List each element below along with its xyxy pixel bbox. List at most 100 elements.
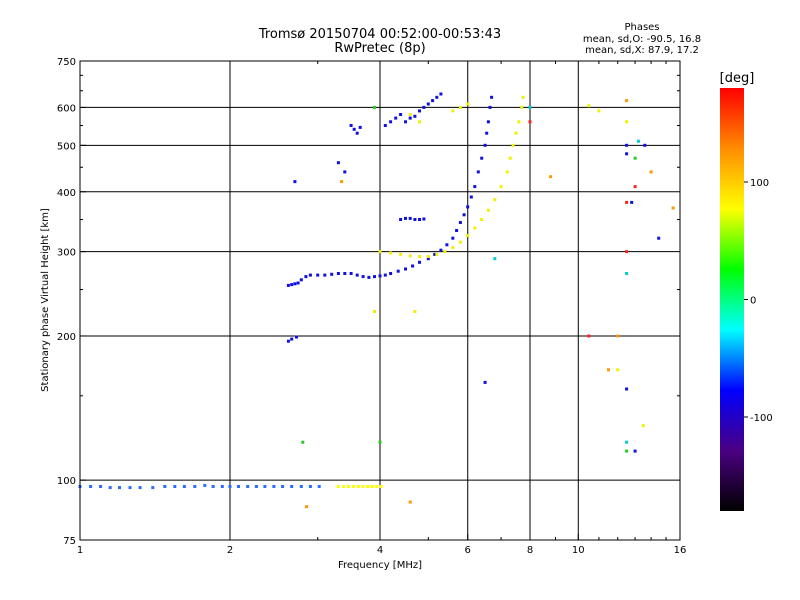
point-f-layer-o-mode: [336, 161, 340, 165]
point-scattered-orange: [625, 99, 629, 103]
point-scattered-orange: [305, 505, 309, 509]
point-f-layer-o-mode: [466, 205, 470, 209]
point-f-layer-o-mode: [399, 218, 403, 221]
point-scattered-cyan: [636, 139, 640, 143]
point-f-layer-o-mode: [295, 335, 298, 339]
point-e-layer-o-mode: [263, 485, 267, 488]
point-f-layer-o-mode: [625, 143, 629, 147]
point-f-layer-o-mode: [426, 102, 430, 106]
point-f-layer-x-mode: [466, 102, 470, 106]
point-f-layer-o-mode: [293, 282, 297, 286]
point-f-layer-x-mode: [493, 198, 497, 202]
colorbar-tick-label: 100: [750, 178, 769, 189]
point-scattered-orange: [671, 206, 675, 210]
point-e-layer-o-mode: [89, 485, 93, 488]
y-tick-label: 750: [57, 57, 76, 68]
point-f-layer-o-mode: [458, 221, 462, 224]
point-f-layer-o-mode: [373, 275, 376, 279]
point-f-layer-o-mode: [355, 131, 359, 135]
point-f-layer-x-mode: [514, 131, 518, 135]
point-scattered-cyan: [493, 257, 497, 261]
legend-line-x: mean, sd,X: 87.9, 17.2: [585, 45, 699, 56]
point-f-layer-o-mode: [293, 180, 297, 184]
point-f-layer-x-mode: [616, 368, 620, 372]
point-scattered-green: [625, 449, 629, 453]
colorbar-tick-label: -100: [750, 413, 773, 424]
y-tick-label: 100: [57, 476, 76, 487]
point-f-layer-o-mode: [488, 105, 492, 109]
point-f-layer-o-mode: [431, 99, 435, 103]
x-tick-label: 8: [527, 545, 533, 556]
point-e-layer-o-mode: [308, 485, 312, 488]
point-scattered-red: [625, 250, 629, 254]
point-f-layer-o-mode: [486, 120, 490, 124]
point-f-layer-x-mode: [521, 95, 525, 99]
point-e-layer-o-mode: [211, 485, 215, 488]
legend-line-o: mean, sd,O: -90.5, 16.8: [583, 34, 701, 45]
point-f-layer-o-mode: [422, 105, 426, 109]
point-f-layer-x-mode: [418, 120, 421, 124]
point-e-layer-o-mode: [99, 485, 103, 488]
point-f-layer-x-mode: [641, 424, 645, 428]
point-f-layer-o-mode: [290, 337, 294, 341]
point-e-layer-o-mode: [138, 486, 142, 490]
point-f-layer-o-mode: [383, 124, 387, 127]
y-tick-label: 600: [57, 103, 76, 114]
point-f-layer-o-mode: [336, 272, 340, 275]
point-f-layer-o-mode: [411, 264, 415, 268]
grid-lines: [80, 61, 680, 540]
point-f-layer-x-mode: [520, 105, 524, 109]
point-f-layer-o-mode: [633, 449, 637, 453]
point-scattered-red: [587, 334, 591, 338]
point-f-layer-o-mode: [323, 273, 327, 277]
y-tick-label: 500: [57, 141, 76, 152]
point-e-layer-o-mode: [272, 485, 276, 488]
point-f-layer-o-mode: [367, 275, 371, 279]
point-f-layer-o-mode: [418, 218, 421, 221]
point-f-layer-o-mode: [480, 156, 484, 160]
point-f-layer-x-mode: [517, 120, 521, 124]
point-e-layer-o-mode: [203, 483, 207, 487]
point-f-layer-o-mode: [657, 236, 661, 240]
point-f-layer-o-mode: [349, 124, 353, 127]
point-f-layer-o-mode: [349, 272, 353, 275]
chart-title-line2: RwPretec (8p): [334, 41, 425, 56]
point-f-layer-x-mode: [399, 252, 403, 256]
point-f-layer-x-mode: [373, 310, 376, 313]
point-e-layer-o-mode: [228, 485, 232, 488]
y-tick-label: 200: [57, 332, 76, 343]
point-e-layer-o-mode: [220, 485, 224, 488]
point-scattered-red: [625, 200, 629, 204]
point-f-layer-o-mode: [490, 95, 494, 99]
y-tick-label: 75: [63, 536, 76, 547]
point-scattered-green: [301, 440, 305, 444]
x-tick-label: 1: [77, 545, 83, 556]
point-f-layer-o-mode: [625, 387, 629, 391]
point-e-layer-o-mode: [182, 485, 186, 488]
x-tick-label: 10: [572, 545, 585, 556]
point-f-layer-x-mode: [587, 104, 591, 108]
point-e-layer-o-mode: [299, 485, 303, 488]
point-f-layer-o-mode: [643, 143, 647, 147]
point-e-layer-o-mode: [108, 486, 112, 490]
point-f-layer-x-mode: [408, 113, 412, 116]
point-f-layer-x-mode: [486, 208, 490, 212]
point-f-layer-o-mode: [286, 339, 290, 343]
point-e-layer-o-mode: [193, 485, 197, 488]
point-f-layer-o-mode: [308, 273, 312, 277]
point-f-layer-x-mode: [458, 105, 462, 109]
point-e-layer-x-mode: [361, 485, 365, 488]
y-axis-ticks: 75 100 200 300 400 500 600 750: [57, 57, 680, 547]
point-e-layer-o-mode: [151, 486, 155, 490]
point-scattered-cyan: [528, 105, 532, 109]
point-e-layer-o-mode: [246, 485, 250, 488]
point-scattered-orange: [616, 334, 620, 338]
point-e-layer-x-mode: [379, 485, 383, 488]
point-f-layer-o-mode: [361, 275, 365, 279]
point-scattered-cyan: [625, 272, 629, 275]
point-e-layer-x-mode: [347, 485, 351, 488]
point-f-layer-o-mode: [422, 217, 426, 221]
point-f-layer-x-mode: [458, 240, 462, 244]
